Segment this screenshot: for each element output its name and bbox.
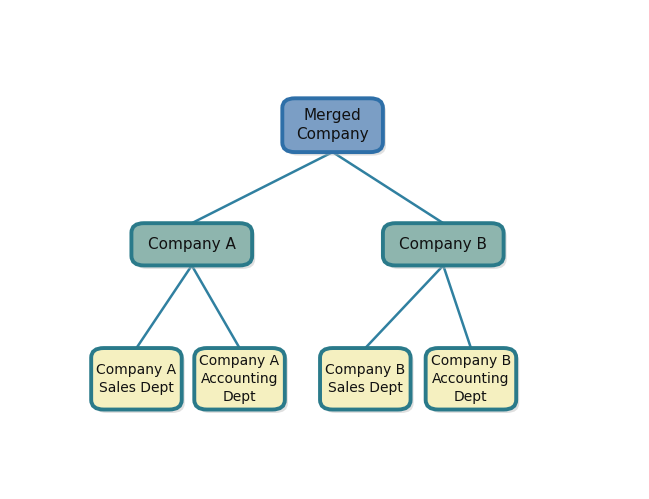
Text: Merged
Company: Merged Company bbox=[297, 108, 369, 142]
FancyBboxPatch shape bbox=[323, 351, 413, 413]
Text: Company B
Accounting
Dept: Company B Accounting Dept bbox=[431, 354, 511, 404]
FancyBboxPatch shape bbox=[91, 348, 182, 410]
Text: Company B
Sales Dept: Company B Sales Dept bbox=[325, 363, 406, 395]
FancyBboxPatch shape bbox=[94, 351, 185, 413]
FancyBboxPatch shape bbox=[132, 223, 252, 265]
FancyBboxPatch shape bbox=[429, 351, 519, 413]
Text: Company A
Accounting
Dept: Company A Accounting Dept bbox=[199, 354, 280, 404]
FancyBboxPatch shape bbox=[386, 227, 507, 269]
Text: Company A: Company A bbox=[148, 237, 236, 252]
FancyBboxPatch shape bbox=[282, 98, 383, 152]
FancyBboxPatch shape bbox=[426, 348, 516, 410]
FancyBboxPatch shape bbox=[320, 348, 411, 410]
FancyBboxPatch shape bbox=[194, 348, 285, 410]
Text: Company B: Company B bbox=[399, 237, 487, 252]
FancyBboxPatch shape bbox=[197, 351, 288, 413]
FancyBboxPatch shape bbox=[134, 227, 255, 269]
FancyBboxPatch shape bbox=[383, 223, 504, 265]
FancyBboxPatch shape bbox=[286, 102, 386, 156]
Text: Company A
Sales Dept: Company A Sales Dept bbox=[97, 363, 177, 395]
